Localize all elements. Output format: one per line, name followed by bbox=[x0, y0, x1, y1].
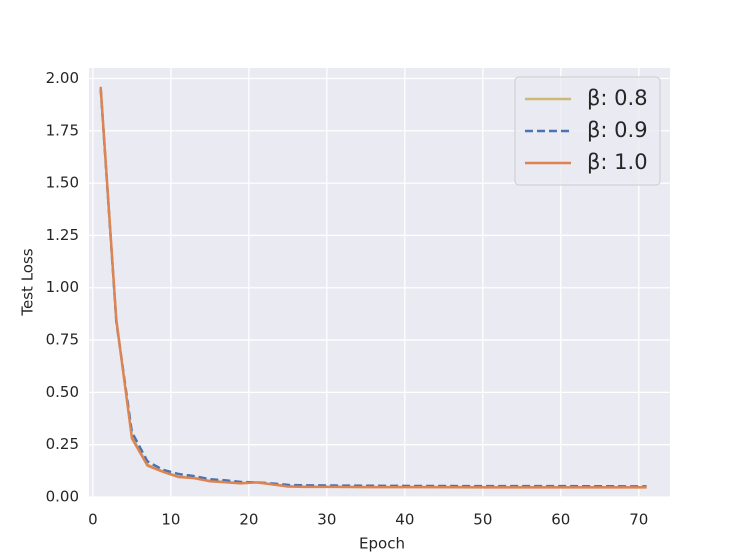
legend-label: β: 1.0 bbox=[587, 150, 648, 174]
x-tick-label: 60 bbox=[551, 511, 570, 529]
x-tick-label: 50 bbox=[473, 511, 492, 529]
x-tick-label: 30 bbox=[317, 511, 336, 529]
y-tick-label: 1.25 bbox=[46, 226, 79, 244]
y-tick-label: 1.75 bbox=[46, 121, 79, 139]
y-axis-label: Test Loss bbox=[19, 248, 37, 316]
x-tick-label: 70 bbox=[629, 511, 648, 529]
y-tick-label: 2.00 bbox=[46, 69, 79, 87]
y-tick-label: 1.00 bbox=[46, 278, 79, 296]
x-tick-label: 40 bbox=[395, 511, 414, 529]
x-tick-label: 0 bbox=[88, 511, 98, 529]
legend-label: β: 0.8 bbox=[587, 86, 648, 110]
y-tick-label: 0.50 bbox=[46, 383, 79, 401]
y-tick-label: 0.25 bbox=[46, 435, 79, 453]
x-axis-label: Epoch bbox=[359, 535, 405, 553]
line bbox=[99, 86, 647, 489]
y-tick-label: 0.00 bbox=[46, 488, 79, 506]
legend-label: β: 0.9 bbox=[587, 118, 648, 142]
x-tick-label: 20 bbox=[239, 511, 258, 529]
x-tick-label: 10 bbox=[161, 511, 180, 529]
legend-box bbox=[514, 76, 661, 186]
y-tick-label: 0.75 bbox=[46, 331, 79, 349]
y-tick-label: 1.50 bbox=[46, 174, 79, 192]
